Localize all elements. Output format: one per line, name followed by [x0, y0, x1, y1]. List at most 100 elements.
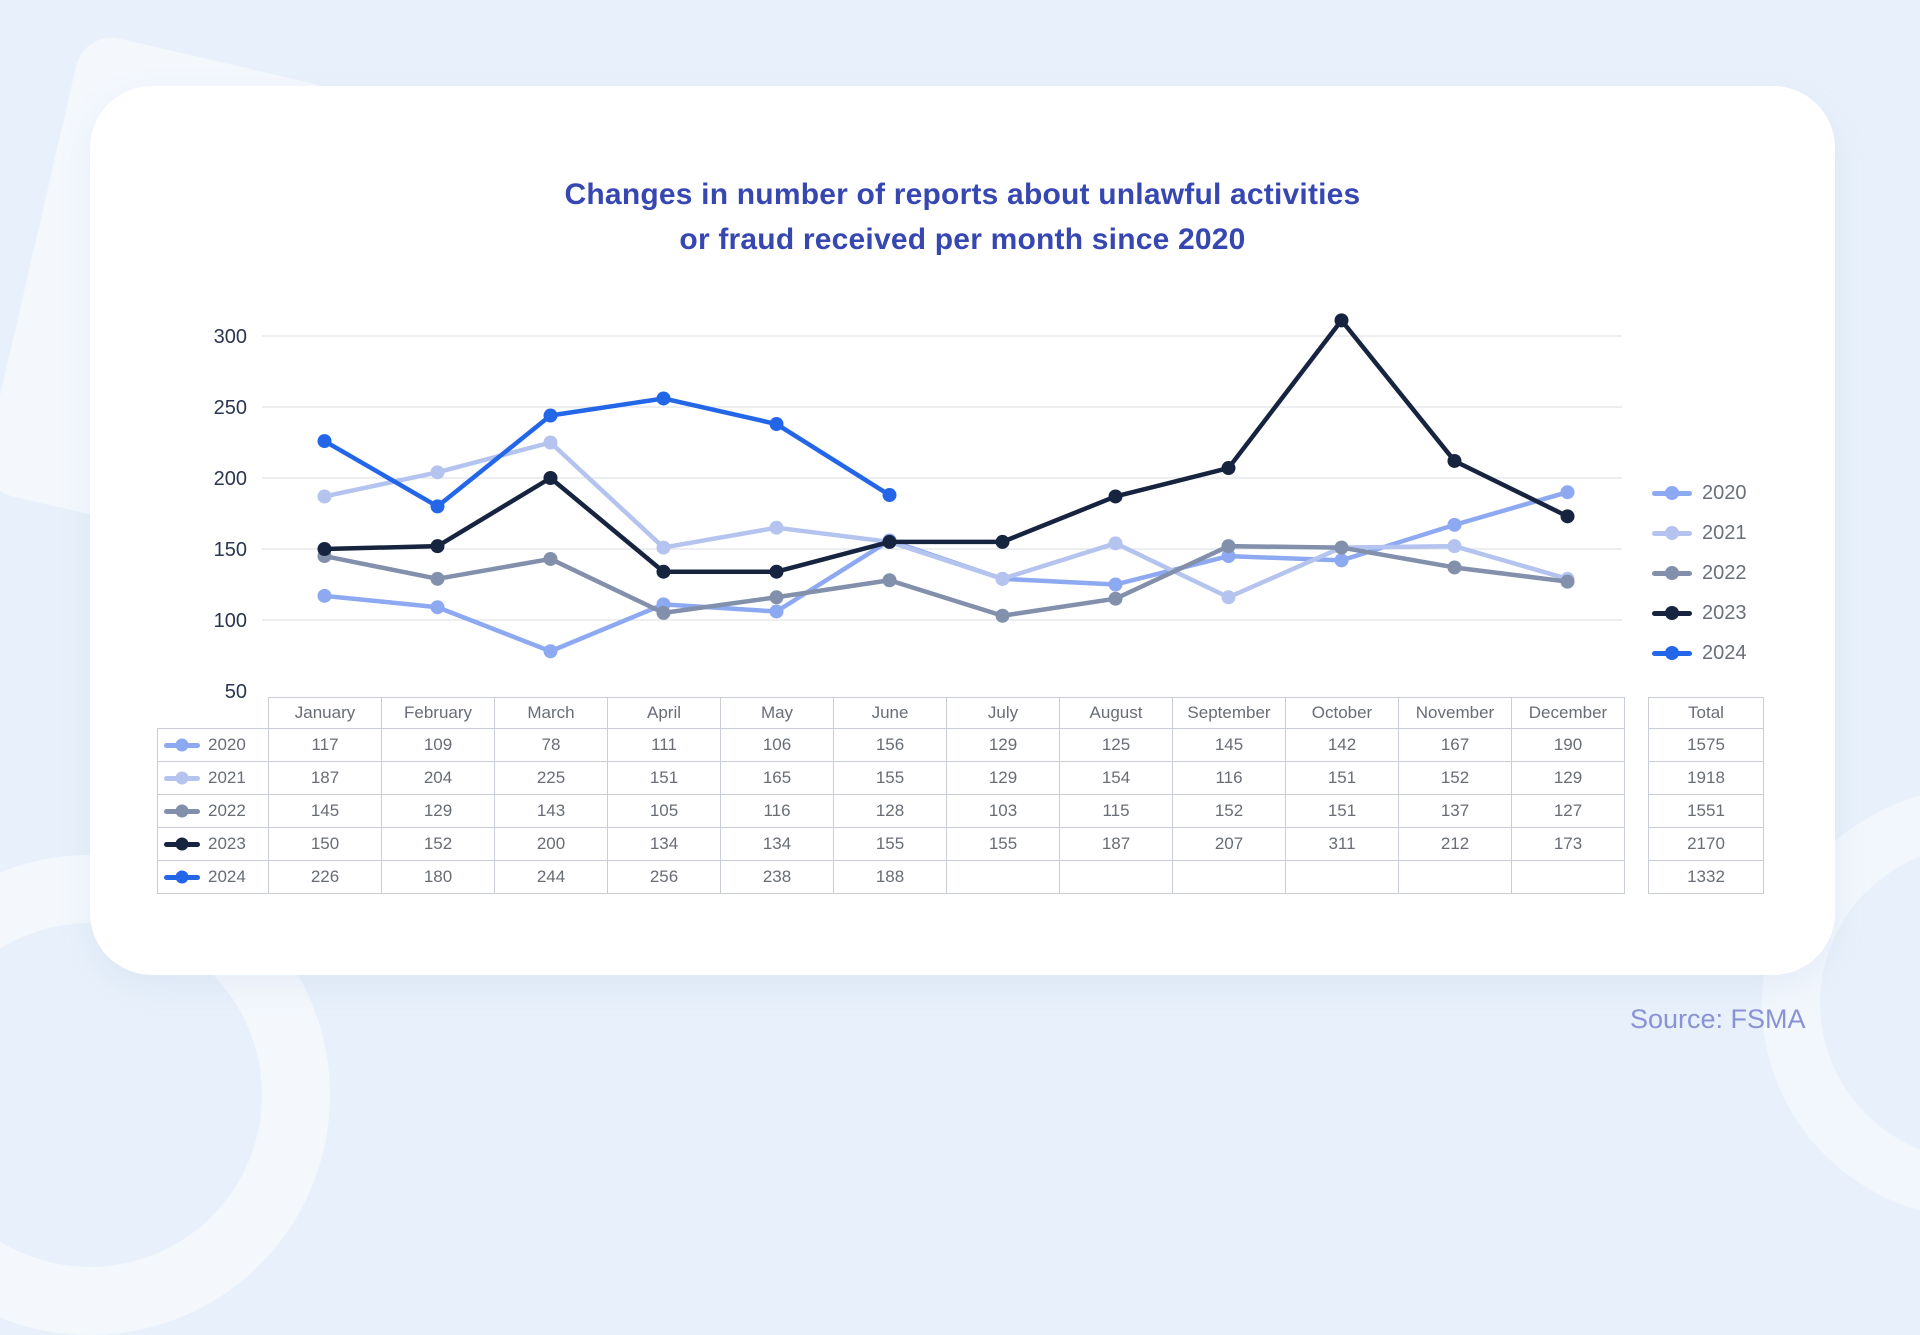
value-cell: 212	[1398, 827, 1512, 861]
line-chart: 300 250 200 150 100 50	[214, 313, 1622, 703]
table-header-row: January February March April May June July Augu…	[158, 697, 1625, 729]
data-point-2021	[1447, 539, 1462, 554]
month-header-cell: January	[268, 697, 382, 729]
data-point-2022	[882, 573, 897, 588]
year-cell-2021: 2021	[157, 761, 269, 795]
value-cell	[946, 860, 1060, 894]
table-corner-cell	[158, 698, 269, 729]
value-cell: 137	[1398, 794, 1512, 828]
value-cell: 145	[268, 794, 382, 828]
table-row-2020: 2020 117 109 78 111 106 156 129 125 145 142 167 190	[157, 728, 1625, 762]
legend-marker-icon	[1652, 570, 1692, 576]
value-cell: 190	[1511, 728, 1625, 762]
data-point-2022	[1447, 560, 1462, 575]
value-cell: 143	[494, 794, 608, 828]
value-cell: 155	[833, 761, 947, 795]
totals-header-cell: Total	[1648, 697, 1764, 729]
table-row-2024: 2024 226 180 244 256 238 188	[157, 860, 1625, 894]
value-cell: 187	[268, 761, 382, 795]
value-cell: 145	[1172, 728, 1286, 762]
year-label: 2020	[208, 735, 246, 754]
year-cell-2023: 2023	[157, 827, 269, 861]
totals-row-2023: 2170	[1648, 827, 1764, 861]
value-cell: 129	[946, 728, 1060, 762]
year-cell-2024: 2024	[157, 860, 269, 894]
source-note: Source: FSMA	[1630, 1004, 1806, 1034]
value-cell: 151	[1285, 761, 1399, 795]
data-point-2020	[1334, 553, 1349, 568]
value-cell: 150	[268, 827, 382, 861]
data-point-2023	[769, 564, 784, 579]
data-point-2020	[1108, 577, 1123, 592]
y-axis-tick-200: 200	[214, 468, 247, 490]
value-cell: 226	[268, 860, 382, 894]
monthly-data-table: January February March April May June July Augu…	[157, 697, 1625, 894]
table-row-2023: 2023 150 152 200 134 134 155 155 187 207 311 212 173	[157, 827, 1625, 861]
data-point-2020	[543, 644, 558, 659]
value-cell: 311	[1285, 827, 1399, 861]
data-point-2020	[769, 604, 784, 619]
value-cell: 78	[494, 728, 608, 762]
chart-card: Changes in number of reports about unlaw…	[90, 86, 1835, 975]
data-point-2021	[317, 489, 332, 504]
legend-item-2024: 2024	[1652, 633, 1747, 673]
value-cell: 238	[720, 860, 834, 894]
value-cell: 125	[1059, 728, 1173, 762]
data-point-2023	[1334, 313, 1349, 328]
value-cell: 256	[607, 860, 721, 894]
value-cell: 156	[833, 728, 947, 762]
data-point-2024	[769, 417, 784, 432]
data-point-2023	[317, 542, 332, 556]
series-marker-icon	[164, 775, 200, 781]
data-point-2021	[656, 540, 671, 555]
data-point-2024	[543, 408, 558, 423]
value-cell: 151	[1285, 794, 1399, 828]
value-cell: 152	[1172, 794, 1286, 828]
data-point-2023	[1221, 461, 1236, 476]
month-header-cell: June	[833, 697, 947, 729]
value-cell: 127	[1511, 794, 1625, 828]
total-value-cell: 1918	[1648, 761, 1764, 795]
value-cell: 173	[1511, 827, 1625, 861]
legend-marker-icon	[1652, 650, 1692, 656]
data-point-2021	[430, 465, 445, 480]
legend-item-2023: 2023	[1652, 593, 1747, 633]
value-cell: 129	[381, 794, 495, 828]
legend-item-2020: 2020	[1652, 473, 1747, 513]
totals-table: Total 1575 1918 1551 2170 1332	[1648, 697, 1764, 894]
data-point-2022	[995, 608, 1010, 623]
total-value-cell: 1332	[1648, 860, 1764, 894]
value-cell: 103	[946, 794, 1060, 828]
data-point-2023	[656, 564, 671, 579]
value-cell: 180	[381, 860, 495, 894]
month-header-cell: July	[946, 697, 1060, 729]
value-cell: 155	[833, 827, 947, 861]
data-point-2020	[430, 600, 445, 615]
data-point-2020	[1221, 549, 1236, 564]
month-header-cell: May	[720, 697, 834, 729]
value-cell: 151	[607, 761, 721, 795]
value-cell: 152	[381, 827, 495, 861]
data-point-2024	[882, 488, 897, 503]
value-cell: 115	[1059, 794, 1173, 828]
table-row-2022: 2022 145 129 143 105 116 128 103 115 152 151 137 127	[157, 794, 1625, 828]
legend-label: 2024	[1702, 641, 1747, 664]
series-line-2022	[322, 543, 1570, 618]
value-cell	[1398, 860, 1512, 894]
value-cell: 142	[1285, 728, 1399, 762]
series-line-2021	[322, 440, 1570, 600]
legend-marker-icon	[1652, 490, 1692, 496]
value-cell	[1059, 860, 1173, 894]
value-cell: 155	[946, 827, 1060, 861]
data-point-2021	[995, 571, 1010, 586]
series-marker-icon	[164, 808, 200, 814]
totals-row-2022: 1551	[1648, 794, 1764, 828]
series-line-2024	[322, 396, 892, 509]
y-axis-tick-250: 250	[214, 397, 247, 419]
month-header-cell: December	[1511, 697, 1625, 729]
total-value-cell: 2170	[1648, 827, 1764, 861]
data-point-2024	[430, 499, 445, 514]
series-marker-icon	[164, 874, 200, 880]
legend-label: 2022	[1702, 561, 1747, 584]
value-cell: 207	[1172, 827, 1286, 861]
